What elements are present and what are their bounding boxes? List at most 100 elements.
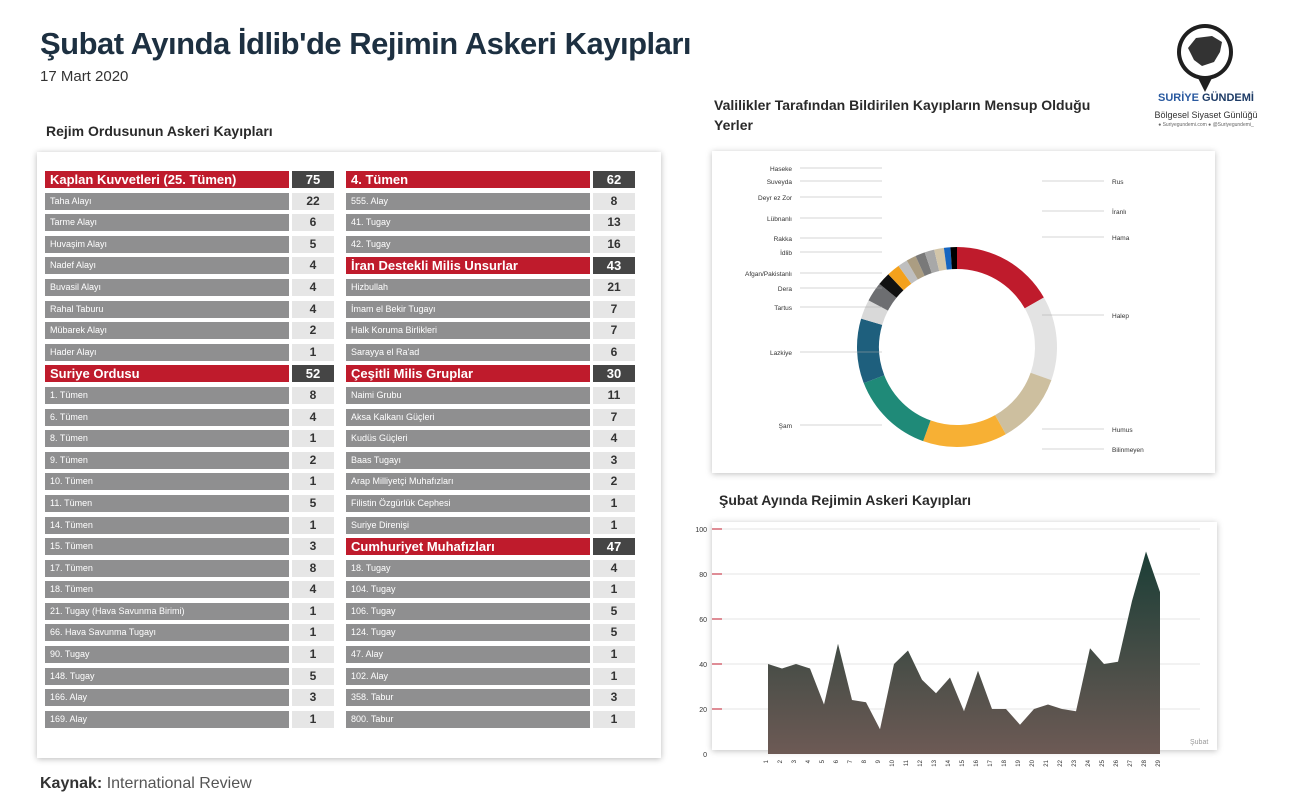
table-row: 17. Tümen 8 <box>45 559 334 577</box>
unit-label: 104. Tugay <box>346 581 590 599</box>
table-row: 9. Tümen 2 <box>45 451 334 469</box>
table-row: Huvaşim Alayı 5 <box>45 235 334 253</box>
unit-value: 1 <box>292 343 334 361</box>
logo-name: SURİYE GÜNDEMİ <box>1158 92 1254 104</box>
unit-label: 18. Tugay <box>346 559 590 577</box>
unit-label: Halk Koruma Birlikleri <box>346 322 590 340</box>
page-date: 17 Mart 2020 <box>40 68 129 85</box>
x-tick-label: 16 <box>974 759 980 766</box>
table-row: 102. Alay 1 <box>346 667 635 685</box>
unit-label: 166. Alay <box>45 689 289 707</box>
unit-label: 148. Tugay <box>45 667 289 685</box>
table-row: Kudüs Güçleri 4 <box>346 430 635 448</box>
table-left-column: Kaplan Kuvvetleri (25. Tümen) 75 Taha Alay… <box>45 171 334 732</box>
table-row: 66. Hava Savunma Tugayı 1 <box>45 624 334 642</box>
unit-label: Rahal Taburu <box>45 300 289 318</box>
unit-label: 358. Tabur <box>346 689 590 707</box>
unit-value: 6 <box>292 214 334 232</box>
unit-value: 2 <box>593 473 635 491</box>
unit-label: 15. Tümen <box>45 538 289 556</box>
table-row: 90. Tugay 1 <box>45 646 334 664</box>
table-row: Naimi Grubu 11 <box>346 386 635 404</box>
unit-value: 2 <box>292 451 334 469</box>
unit-label: 9. Tümen <box>45 451 289 469</box>
unit-label: İran Destekli Milis Unsurlar <box>346 257 590 275</box>
unit-label: Aksa Kalkanı Güçleri <box>346 408 590 426</box>
x-tick-label: 26 <box>1114 759 1120 766</box>
unit-label: 14. Tümen <box>45 516 289 534</box>
donut-slice <box>898 260 918 284</box>
unit-value: 3 <box>593 451 635 469</box>
table-row: 555. Alay 8 <box>346 192 635 210</box>
unit-value: 8 <box>292 386 334 404</box>
x-tick-label: 9 <box>876 759 882 763</box>
donut-label: Suveyda <box>767 179 793 186</box>
x-axis-label: Şubat <box>1190 739 1208 746</box>
table-row: 358. Tabur 3 <box>346 689 635 707</box>
table-row: Taha Alayı 22 <box>45 192 334 210</box>
unit-label: 11. Tümen <box>45 494 289 512</box>
unit-value: 3 <box>593 689 635 707</box>
unit-value: 5 <box>593 624 635 642</box>
donut-label: Afgan/Pakistanlı <box>745 271 792 278</box>
donut-slice <box>915 252 932 277</box>
unit-value: 75 <box>292 171 334 188</box>
y-tick-label: 20 <box>699 707 707 714</box>
table-row: 124. Tugay 5 <box>346 624 635 642</box>
unit-label: Baas Tugayı <box>346 451 590 469</box>
table-row: Arap Milliyetçi Muhafızları 2 <box>346 473 635 491</box>
unit-label: 18. Tümen <box>45 581 289 599</box>
x-tick-label: 27 <box>1128 759 1134 766</box>
unit-label: Hizbullah <box>346 278 590 296</box>
unit-label: Mübarek Alayı <box>45 322 289 340</box>
x-tick-label: 20 <box>1030 759 1036 766</box>
unit-label: 6. Tümen <box>45 408 289 426</box>
unit-value: 1 <box>593 667 635 685</box>
table-row: 42. Tugay 16 <box>346 235 635 253</box>
donut-slice <box>934 247 947 272</box>
table-right-column: 4. Tümen 62 555. Alay 8 41. Tugay 13 42. Tugay… <box>346 171 635 732</box>
table-row: Hizbullah 21 <box>346 278 635 296</box>
table-row: 18. Tümen 4 <box>45 581 334 599</box>
table-row: 6. Tümen 4 <box>45 408 334 426</box>
x-tick-label: 28 <box>1142 759 1148 766</box>
x-tick-label: 24 <box>1086 759 1092 766</box>
unit-label: 555. Alay <box>346 192 590 210</box>
table-row: 15. Tümen 3 <box>45 538 334 556</box>
unit-label: Çeşitli Milis Gruplar <box>346 365 590 383</box>
y-tick-label: 0 <box>703 752 707 759</box>
table-row: 14. Tümen 1 <box>45 516 334 534</box>
table-row: 47. Alay 1 <box>346 646 635 664</box>
unit-value: 7 <box>593 322 635 340</box>
unit-label: Suriye Ordusu <box>45 365 289 383</box>
unit-value: 4 <box>292 408 334 426</box>
x-tick-label: 3 <box>792 759 798 763</box>
unit-label: Arap Milliyetçi Muhafızları <box>346 473 590 491</box>
unit-label: Nadef Alayı <box>45 257 289 275</box>
unit-value: 1 <box>593 581 635 599</box>
table-group-header: Suriye Ordusu 52 <box>45 365 334 383</box>
donut-chart-title: Valilikler Tarafından Bildirilen Kayıpla… <box>714 97 1091 133</box>
x-tick-label: 25 <box>1100 759 1106 766</box>
unit-label: 66. Hava Savunma Tugayı <box>45 624 289 642</box>
donut-label: Bilinmeyen <box>1112 447 1144 454</box>
x-tick-label: 23 <box>1072 759 1078 766</box>
unit-label: Filistin Özgürlük Cephesi <box>346 494 590 512</box>
table-section-title: Rejim Ordusunun Askeri Kayıpları <box>46 123 273 139</box>
table-row: Baas Tugayı 3 <box>346 451 635 469</box>
unit-value: 5 <box>593 602 635 620</box>
unit-label: 4. Tümen <box>346 171 590 188</box>
unit-label: 10. Tümen <box>45 473 289 491</box>
donut-slice <box>857 318 885 384</box>
donut-slice <box>879 274 904 298</box>
x-tick-label: 21 <box>1044 759 1050 766</box>
donut-slice <box>863 375 931 442</box>
table-row: 8. Tümen 1 <box>45 430 334 448</box>
table-row: Nadef Alayı 4 <box>45 257 334 275</box>
unit-value: 3 <box>292 689 334 707</box>
x-tick-label: 2 <box>778 759 784 763</box>
y-tick-label: 80 <box>699 572 707 579</box>
area-chart-title: Şubat Ayında Rejimin Askeri Kayıpları <box>719 492 972 508</box>
donut-label: Tartus <box>774 305 792 312</box>
